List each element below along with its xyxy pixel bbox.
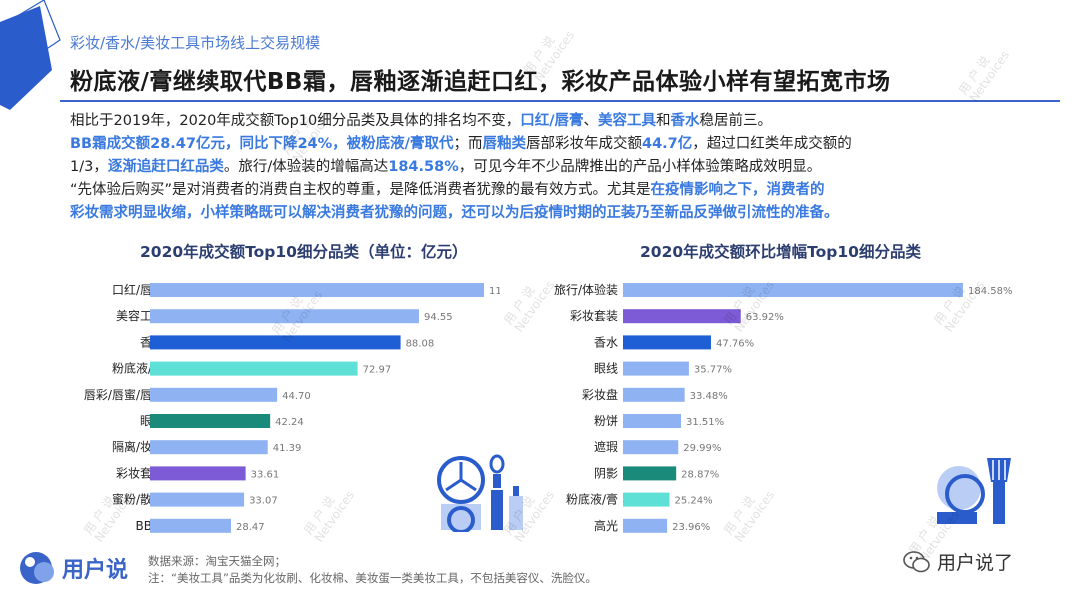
value-label: 33.07 bbox=[249, 496, 278, 507]
category-label: 遮瑕 bbox=[594, 439, 618, 454]
value-label: 41.39 bbox=[273, 443, 302, 454]
summary-line-4: “先体验后购买”是对消费者的消费自主权的尊重，是降低消费者犹豫的最有效方式。尤其… bbox=[70, 182, 825, 198]
value-label: 28.47 bbox=[236, 522, 265, 533]
compact-mirror-cosmetics-icon bbox=[437, 454, 523, 532]
brand-logo-text: 用户说 bbox=[62, 558, 129, 583]
left-bar-chart: 口红/唇膏117.41美容工具94.55香水88.08粉底液/膏72.97唇彩/… bbox=[84, 282, 500, 533]
summary-text: 相比于2019年，2020年成交额Top10细分品类及具体的排名均不变，口红/唇… bbox=[70, 110, 1030, 225]
wechat-account: 用户说了 bbox=[903, 548, 1013, 575]
summary-line-1: 相比于2019年，2020年成交额Top10细分品类及具体的排名均不变，口红/唇… bbox=[70, 113, 773, 129]
value-label: 94.55 bbox=[424, 312, 453, 323]
value-label: 25.24% bbox=[674, 496, 712, 507]
summary-line-5: 彩妆需求明显收缩，小样策略既可以解决消费者犹豫的问题，还可以为后疫情时期的正装乃… bbox=[70, 205, 839, 221]
bar bbox=[623, 440, 679, 455]
footnote-line: 注：“美妆工具”品类为化妆刷、化妆棉、美妆蛋一类美妆工具，不包括美容仪、洗脸仪。 bbox=[148, 571, 597, 585]
category-label: 香水 bbox=[594, 335, 618, 349]
source-line: 数据来源：淘宝天猫全网； bbox=[148, 554, 286, 568]
brand-logo bbox=[20, 552, 54, 584]
summary-line-3: 1/3，逐渐追赶口红品类。旅行/体验装的增幅高达184.58%，可见今年不少品牌… bbox=[70, 159, 822, 175]
bar bbox=[150, 309, 419, 324]
bar bbox=[623, 414, 682, 428]
bar bbox=[150, 387, 278, 402]
category-label: 粉底液/膏 bbox=[566, 492, 618, 507]
category-label: 旅行/体验装 bbox=[554, 282, 618, 297]
title-divider bbox=[60, 100, 1060, 102]
category-label: 眼线 bbox=[594, 362, 618, 376]
right-bar-chart: 旅行/体验装 184.58% 彩妆套装 63.92% 香水 47.76% 眼线 35.77% 彩… bbox=[554, 282, 1013, 533]
value-label: 29.99% bbox=[683, 443, 721, 454]
category-label: 阴影 bbox=[594, 466, 618, 480]
value-label: 117.41 bbox=[489, 286, 500, 297]
corner-decoration bbox=[0, 0, 61, 110]
bar bbox=[623, 309, 741, 324]
value-label: 35.77% bbox=[694, 365, 732, 376]
value-label: 88.08 bbox=[406, 338, 435, 349]
bar bbox=[623, 387, 685, 402]
value-label: 23.96% bbox=[672, 522, 710, 533]
bar bbox=[150, 492, 245, 507]
bar bbox=[150, 466, 246, 481]
category-label: 粉饼 bbox=[594, 414, 618, 428]
summary-line-2: BB霜成交额28.47亿元，同比下降24%，被粉底液/膏取代；而唇釉类唇部彩妆年… bbox=[70, 136, 852, 152]
value-label: 31.51% bbox=[686, 417, 724, 428]
wechat-label: 用户说了 bbox=[937, 552, 1014, 574]
wechat-icon bbox=[903, 550, 930, 572]
value-label: 184.58% bbox=[968, 286, 1013, 297]
category-label: 彩妆套装 bbox=[570, 309, 618, 323]
value-label: 28.87% bbox=[681, 469, 719, 480]
bar bbox=[623, 518, 668, 533]
bar bbox=[150, 518, 231, 533]
bar bbox=[150, 361, 358, 376]
data-source-note: 数据来源：淘宝天猫全网； 注：“美妆工具”品类为化妆刷、化妆棉、美妆蛋一类美妆工… bbox=[148, 553, 597, 587]
value-label: 72.97 bbox=[363, 365, 392, 376]
bar bbox=[623, 466, 677, 481]
value-label: 33.48% bbox=[690, 391, 728, 402]
value-label: 42.24 bbox=[275, 417, 304, 428]
category-label: 高光 bbox=[594, 518, 618, 533]
bar bbox=[150, 335, 401, 350]
bar bbox=[150, 283, 484, 297]
bar bbox=[623, 283, 963, 297]
value-label: 63.92% bbox=[746, 312, 784, 323]
value-label: 44.70 bbox=[282, 391, 311, 402]
section-label: 彩妆/香水/美妆工具市场线上交易规模 bbox=[70, 34, 321, 52]
value-label: 33.61 bbox=[251, 469, 280, 480]
left-chart-title: 2020年成交额Top10细分品类（单位：亿元） bbox=[140, 243, 468, 261]
bar bbox=[150, 440, 268, 455]
category-label: 彩妆盘 bbox=[582, 387, 618, 402]
bar bbox=[623, 335, 711, 350]
right-chart-title: 2020年成交额环比增幅Top10细分品类 bbox=[640, 243, 921, 261]
bar bbox=[623, 492, 670, 507]
bar bbox=[150, 414, 271, 428]
bar bbox=[623, 361, 689, 376]
mirror-brush-icon bbox=[937, 458, 1011, 524]
value-label: 47.76% bbox=[716, 338, 754, 349]
category-label: 唇彩/唇蜜/唇釉 bbox=[84, 387, 164, 402]
page-title: 粉底液/膏继续取代BB霜，唇釉逐渐追赶口红，彩妆产品体验小样有望拓宽市场 bbox=[70, 69, 891, 95]
